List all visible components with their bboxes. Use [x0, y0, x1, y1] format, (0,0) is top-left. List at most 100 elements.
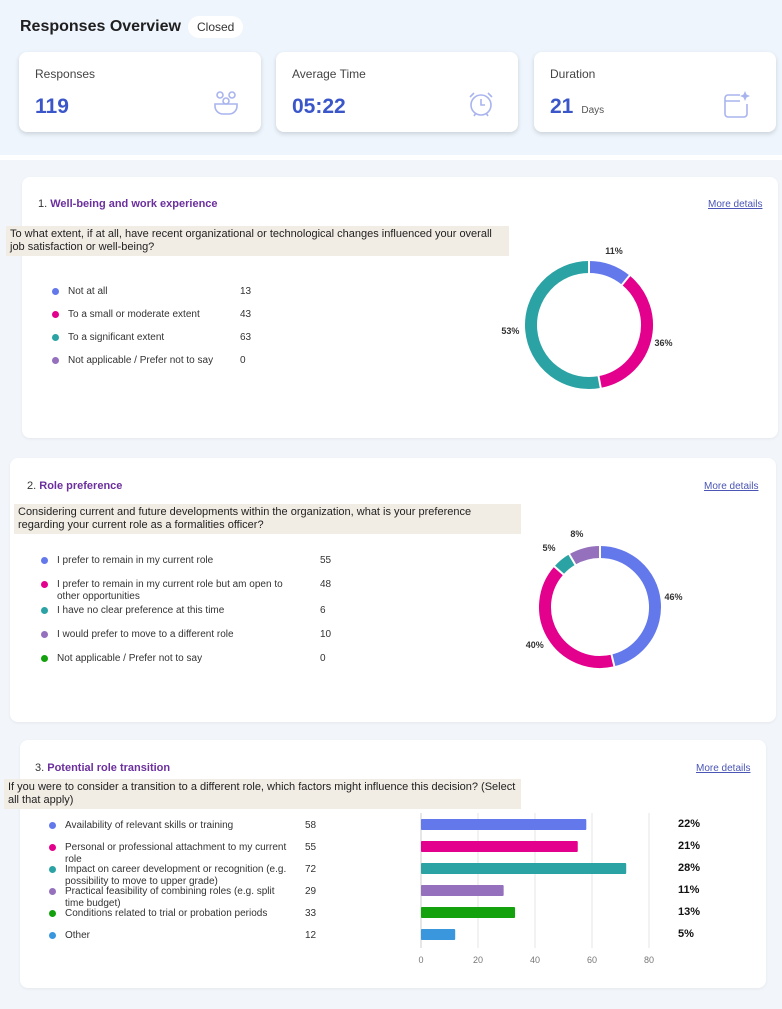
question-number: 1.	[38, 198, 48, 210]
slice-label: 36%	[654, 338, 673, 349]
duration-unit: Days	[581, 105, 605, 116]
question-title: Role preference	[39, 480, 123, 492]
donut-slice	[539, 566, 615, 668]
bar-percent-label: 13%	[678, 906, 701, 918]
slice-separator	[610, 652, 616, 669]
bar-percent-label: 21%	[678, 840, 701, 852]
legend-dot	[41, 631, 48, 638]
option-count: 6	[320, 605, 326, 616]
bar	[421, 863, 627, 874]
option-count: 0	[320, 653, 326, 664]
option-label: I have no clear preference at this time	[57, 605, 225, 616]
bar-percent-label: 11%	[678, 884, 700, 896]
option-label: Personal or professional attachment to m…	[65, 842, 287, 865]
legend-dot	[52, 334, 59, 341]
x-tick-label: 40	[529, 955, 540, 965]
stat-value: 21 Days	[550, 95, 604, 119]
option-label: I would prefer to move to a different ro…	[57, 629, 234, 640]
legend-dot	[41, 557, 48, 564]
option-count: 72	[305, 864, 317, 875]
stat-label: Duration	[550, 67, 596, 81]
legend-dot	[49, 910, 56, 917]
stat-card-responses: Responses 119	[19, 52, 261, 132]
option-count: 48	[320, 579, 332, 590]
x-tick-label: 80	[643, 955, 654, 965]
option-label: Not applicable / Prefer not to say	[68, 355, 214, 366]
slice-separator	[597, 373, 603, 391]
stat-card-average-time: Average Time 05:22	[276, 52, 518, 132]
question-heading: 3. Potential role transition	[35, 762, 170, 774]
question-card-1	[22, 177, 778, 438]
option-count: 13	[240, 286, 252, 297]
question-title: Well-being and work experience	[50, 198, 218, 210]
question-heading: 1. Well-being and work experience	[38, 198, 218, 210]
bar	[421, 885, 504, 896]
calendar-sparkle-icon	[724, 91, 750, 118]
more-details-link[interactable]: More details	[696, 763, 751, 774]
option-label: Availability of relevant skills or train…	[65, 820, 234, 831]
legend-dot	[49, 822, 56, 829]
bar	[421, 907, 516, 918]
option-count: 58	[305, 820, 317, 831]
option-count: 55	[305, 842, 317, 853]
option-count: 0	[240, 355, 246, 366]
status-badge: Closed	[188, 16, 244, 38]
option-count: 29	[305, 886, 317, 897]
legend-dot	[49, 866, 56, 873]
bar-percent-label: 5%	[678, 928, 694, 940]
option-count: 10	[320, 629, 332, 640]
more-details-link[interactable]: More details	[708, 199, 763, 210]
question-text: To what extent, if at all, have recent o…	[6, 226, 509, 256]
donut-chart	[525, 259, 653, 391]
legend-dot	[41, 655, 48, 662]
option-label: Impact on career development or recognit…	[65, 864, 287, 887]
option-label: Not at all	[68, 286, 108, 297]
question-heading: 2. Role preference	[27, 480, 122, 492]
x-tick-label: 20	[472, 955, 483, 965]
legend-dot	[49, 844, 56, 851]
question-number: 2.	[27, 480, 37, 492]
bar	[421, 819, 587, 830]
bar-percent-label: 22%	[678, 818, 701, 830]
more-details-link[interactable]: More details	[704, 481, 759, 492]
bar-chart	[420, 813, 650, 948]
legend-dot	[49, 932, 56, 939]
x-tick-label: 60	[586, 955, 597, 965]
slice-label: 40%	[525, 639, 544, 650]
question-text: If you were to consider a transition to …	[4, 779, 521, 809]
duration-value: 21	[550, 95, 574, 118]
slice-label: 46%	[664, 592, 683, 603]
legend-dot	[41, 607, 48, 614]
donut-slice	[588, 261, 630, 285]
slice-separator	[552, 564, 566, 577]
bar	[421, 841, 578, 852]
option-count: 33	[305, 908, 317, 919]
option-label: Other	[65, 930, 91, 941]
bar-percent-label: 28%	[678, 862, 701, 874]
stat-value: 05:22	[292, 95, 346, 118]
option-label: To a small or moderate extent	[68, 309, 200, 320]
bar	[421, 929, 456, 940]
donut-slice	[598, 275, 653, 388]
question-title: Potential role transition	[47, 762, 171, 774]
stat-label: Responses	[35, 67, 96, 81]
slice-label: 5%	[542, 542, 556, 553]
option-count: 55	[320, 555, 332, 566]
slice-label: 53%	[501, 326, 520, 337]
option-label: Conditions related to trial or probation…	[65, 908, 268, 919]
slice-label: 8%	[570, 528, 584, 539]
legend-dot	[52, 357, 59, 364]
slice-label: 11%	[605, 245, 623, 256]
slice-separator	[619, 273, 632, 287]
donut-slice	[599, 546, 661, 667]
donut-slice	[525, 261, 601, 389]
option-count: 43	[240, 309, 252, 320]
stat-card-duration: Duration 21 Days	[534, 52, 776, 132]
page-title: Responses Overview	[20, 18, 181, 35]
legend-dot	[49, 888, 56, 895]
question-text: Considering current and future developme…	[14, 504, 521, 534]
slice-separator	[567, 552, 578, 567]
question-number: 3.	[35, 762, 45, 774]
option-label: Not applicable / Prefer not to say	[57, 653, 203, 664]
legend-dot	[52, 288, 59, 295]
